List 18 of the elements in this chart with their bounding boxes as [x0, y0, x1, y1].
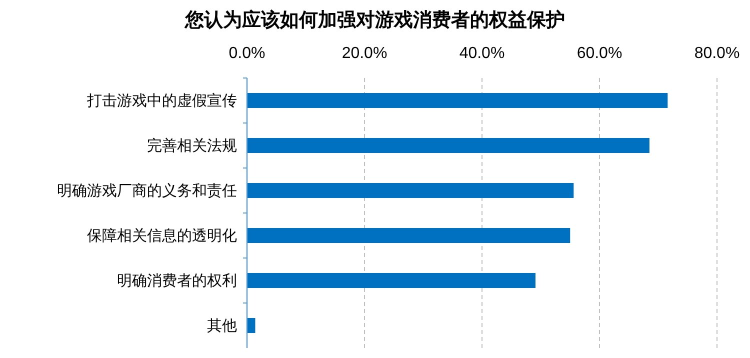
bar: [247, 183, 574, 198]
y-tick-label: 完善相关法规: [147, 138, 237, 154]
bar: [247, 318, 256, 333]
bar: [247, 273, 536, 288]
x-tick-label: 80.0%: [694, 45, 740, 62]
x-tick-label: 60.0%: [576, 45, 622, 62]
y-tick-label: 打击游戏中的虚假宣传: [86, 92, 237, 110]
x-tick-label: 0.0%: [228, 45, 266, 62]
y-tick-label: 其他: [207, 318, 237, 334]
y-tick-label: 明确消费者的权利: [117, 272, 237, 290]
chart-title: 您认为应该如何加强对游戏消费者的权益保护: [184, 9, 565, 31]
x-tick-label: 20.0%: [342, 45, 388, 62]
x-tick-label: 40.0%: [459, 45, 505, 62]
bar: [247, 138, 650, 153]
bar: [247, 228, 570, 243]
y-tick-label: 保障相关信息的透明化: [87, 228, 237, 244]
y-tick-label: 明确游戏厂商的义务和责任: [57, 182, 237, 200]
bar: [247, 93, 668, 108]
